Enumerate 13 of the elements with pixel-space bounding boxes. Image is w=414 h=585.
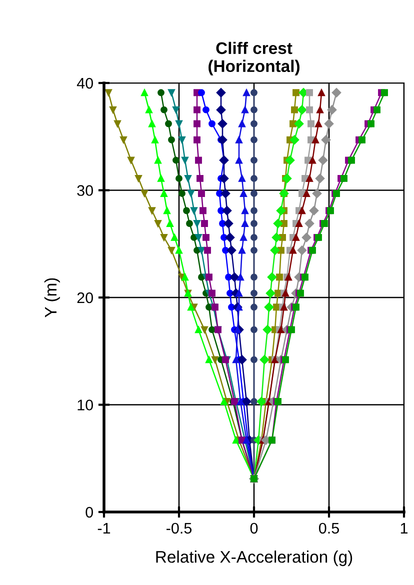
- y-axis-title: Y (m): [44, 278, 60, 318]
- x-tick-label: 0: [250, 522, 258, 534]
- y-tick-label: 30: [77, 185, 93, 196]
- y-tick-label: 20: [77, 292, 93, 304]
- x-tick-label: 0.5: [318, 522, 339, 534]
- y-tick-label: 40: [76, 78, 93, 89]
- x-tick-label: -1: [98, 522, 110, 534]
- x-tick-label: 1: [400, 522, 408, 534]
- x-axis-title: Relative X-Acceleration (g): [156, 550, 352, 566]
- x-tick-label: -0.5: [166, 522, 192, 534]
- y-tick-label: 10: [78, 400, 93, 410]
- y-tick-label: 0: [86, 506, 93, 518]
- chart-title: Cliff crest (Horizontal): [208, 42, 300, 76]
